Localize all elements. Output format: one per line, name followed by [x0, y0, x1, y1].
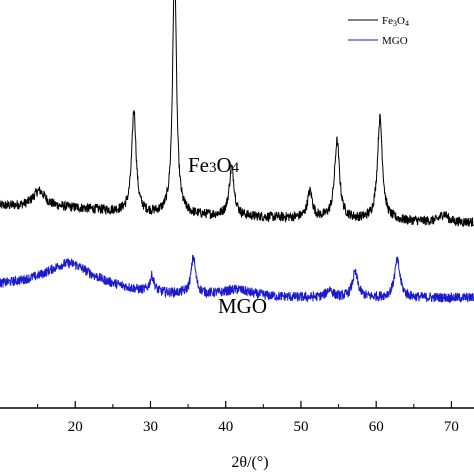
x-tick-label-50: 50: [293, 419, 308, 435]
series-group: [0, 0, 474, 304]
x-tick-label-60: 60: [369, 419, 384, 435]
x-tick-label-70: 70: [444, 419, 459, 435]
legend-label-fe3o4: Fe3O4: [382, 15, 409, 28]
fe3o4-inline-label: Fe3O4: [188, 153, 240, 177]
x-tick-label-20: 20: [68, 419, 83, 435]
series-line-mgo: [0, 254, 474, 304]
series-line-fe3o4: [0, 0, 474, 228]
x-tick-label-40: 40: [218, 419, 233, 435]
legend-label-mgo: MGO: [382, 35, 408, 47]
x-tick-label-30: 30: [143, 419, 158, 435]
mgo-inline-label: MGO: [218, 294, 267, 318]
annotations: Fe3O4 MGO: [188, 153, 267, 318]
x-axis-label: 2θ/(°): [231, 454, 268, 471]
legend: Fe3O4 MGO: [348, 15, 409, 47]
axes: 20 30 40 50 60 70: [0, 401, 474, 435]
